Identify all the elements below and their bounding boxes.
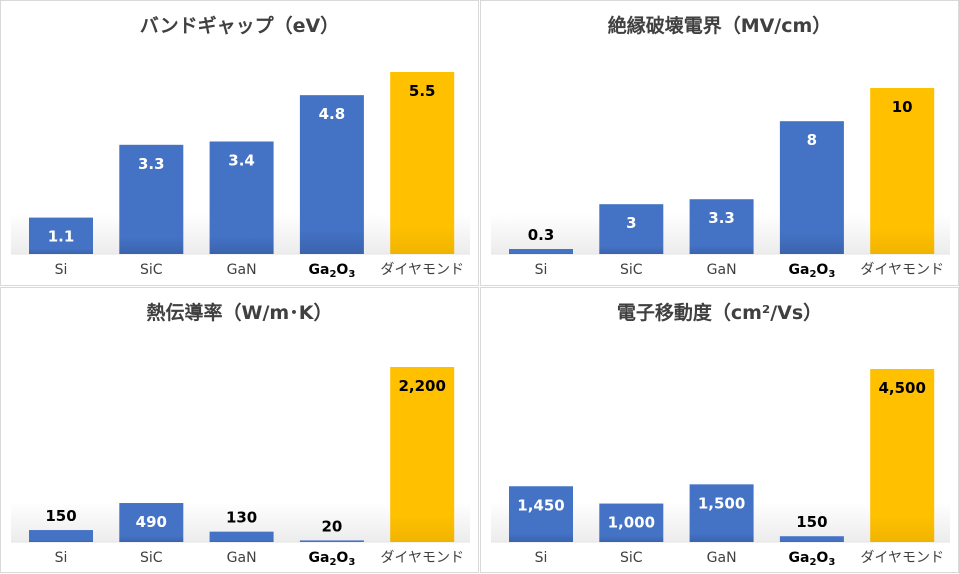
plot: 1.1 Si 3.3 SiC 3.4 GaN 4.8 Ga2O3 5.5 ダイヤモンド xyxy=(11,72,470,280)
category-label: Ga2O3 xyxy=(309,262,356,280)
bar-ダイヤモンド xyxy=(870,88,935,254)
bar-GaN xyxy=(209,531,274,542)
bar-SiC xyxy=(599,503,664,542)
category-label: GaN xyxy=(227,550,257,566)
bar-Ga2O3 xyxy=(299,95,364,254)
bar-SiC xyxy=(599,204,664,254)
chart-title: 電子移動度（cm²/Vs） xyxy=(616,302,823,324)
bar-ダイヤモンド xyxy=(390,72,455,254)
chart-title: バンドギャップ（eV） xyxy=(139,15,340,37)
bar-SiC xyxy=(119,503,184,542)
category-label: Si xyxy=(55,550,68,566)
plot: 1,450 Si 1,000 SiC 1,500 GaN 150 Ga2O3 4,500 ダイヤモ… xyxy=(491,369,950,568)
bar-Ga2O3 xyxy=(299,540,364,542)
category-label: ダイヤモンド xyxy=(860,262,944,278)
category-label: Si xyxy=(55,262,68,278)
bar-ダイヤモンド xyxy=(390,367,455,542)
data-label: 3.3 xyxy=(138,155,165,173)
bar-SiC xyxy=(119,144,184,254)
bar-Ga2O3 xyxy=(779,536,844,542)
bar-Si xyxy=(29,217,93,254)
data-label: 150 xyxy=(45,507,76,525)
category-label: Ga2O3 xyxy=(789,262,836,280)
data-label: 4,500 xyxy=(878,379,925,397)
category-label: Si xyxy=(535,262,548,278)
category-label: Ga2O3 xyxy=(309,550,356,568)
bar-Ga2O3 xyxy=(779,121,844,254)
chart-electron-mobility: 電子移動度（cm²/Vs） 1,450 Si 1,000 SiC 1,500 GaN 150… xyxy=(480,287,959,573)
category-label: SiC xyxy=(140,550,163,566)
data-label: 150 xyxy=(796,513,827,531)
data-label: 1,450 xyxy=(517,496,564,514)
bar-ダイヤモンド xyxy=(870,369,935,542)
data-label: 4.8 xyxy=(319,105,346,123)
chart-title: 絶縁破壊電界（MV/cm） xyxy=(607,15,832,37)
bar-GaN xyxy=(689,484,754,542)
data-label: 3.3 xyxy=(708,209,735,227)
category-label: Ga2O3 xyxy=(789,550,836,568)
category-label: SiC xyxy=(140,262,163,278)
data-label: 130 xyxy=(226,509,257,527)
chart-thermal-conductivity: 熱伝導率（W/m･K） 150 Si 490 SiC 130 GaN 20 Ga2O3 2,20… xyxy=(0,287,479,573)
category-label: ダイヤモンド xyxy=(380,262,464,278)
category-label: Si xyxy=(535,550,548,566)
data-label: 490 xyxy=(136,513,167,531)
data-label: 0.3 xyxy=(528,226,555,244)
category-label: SiC xyxy=(620,550,643,566)
data-label: 20 xyxy=(321,517,342,535)
chart-title: 熱伝導率（W/m･K） xyxy=(146,302,333,324)
data-label: 1,000 xyxy=(608,514,655,532)
bar-GaN xyxy=(689,199,754,254)
bar-Si xyxy=(509,249,573,254)
data-label: 2,200 xyxy=(398,377,445,395)
category-label: SiC xyxy=(620,262,643,278)
bar-Si xyxy=(29,530,93,542)
bar-GaN xyxy=(209,141,274,254)
category-label: GaN xyxy=(227,262,257,278)
data-label: 3.4 xyxy=(228,151,255,169)
bar-Si xyxy=(509,486,573,542)
chart-bandgap: バンドギャップ（eV） 1.1 Si 3.3 SiC 3.4 GaN 4.8 Ga2O3 5.5… xyxy=(0,0,479,286)
data-label: 1.1 xyxy=(48,228,75,246)
plot: 0.3 Si 3 SiC 3.3 GaN 8 Ga2O3 10 ダイヤモンド xyxy=(491,88,950,280)
data-label: 5.5 xyxy=(409,82,436,100)
data-label: 10 xyxy=(892,98,913,116)
data-label: 3 xyxy=(626,214,636,232)
data-label: 8 xyxy=(807,131,817,149)
chart-breakdown-field: 絶縁破壊電界（MV/cm） 0.3 Si 3 SiC 3.3 GaN 8 Ga2O3 10 ダイヤ… xyxy=(480,0,959,286)
category-label: ダイヤモンド xyxy=(860,550,944,566)
category-label: GaN xyxy=(707,262,737,278)
data-label: 1,500 xyxy=(698,494,745,512)
plot: 150 Si 490 SiC 130 GaN 20 Ga2O3 2,200 ダイヤモンド xyxy=(11,367,470,568)
category-label: GaN xyxy=(707,550,737,566)
category-label: ダイヤモンド xyxy=(380,550,464,566)
